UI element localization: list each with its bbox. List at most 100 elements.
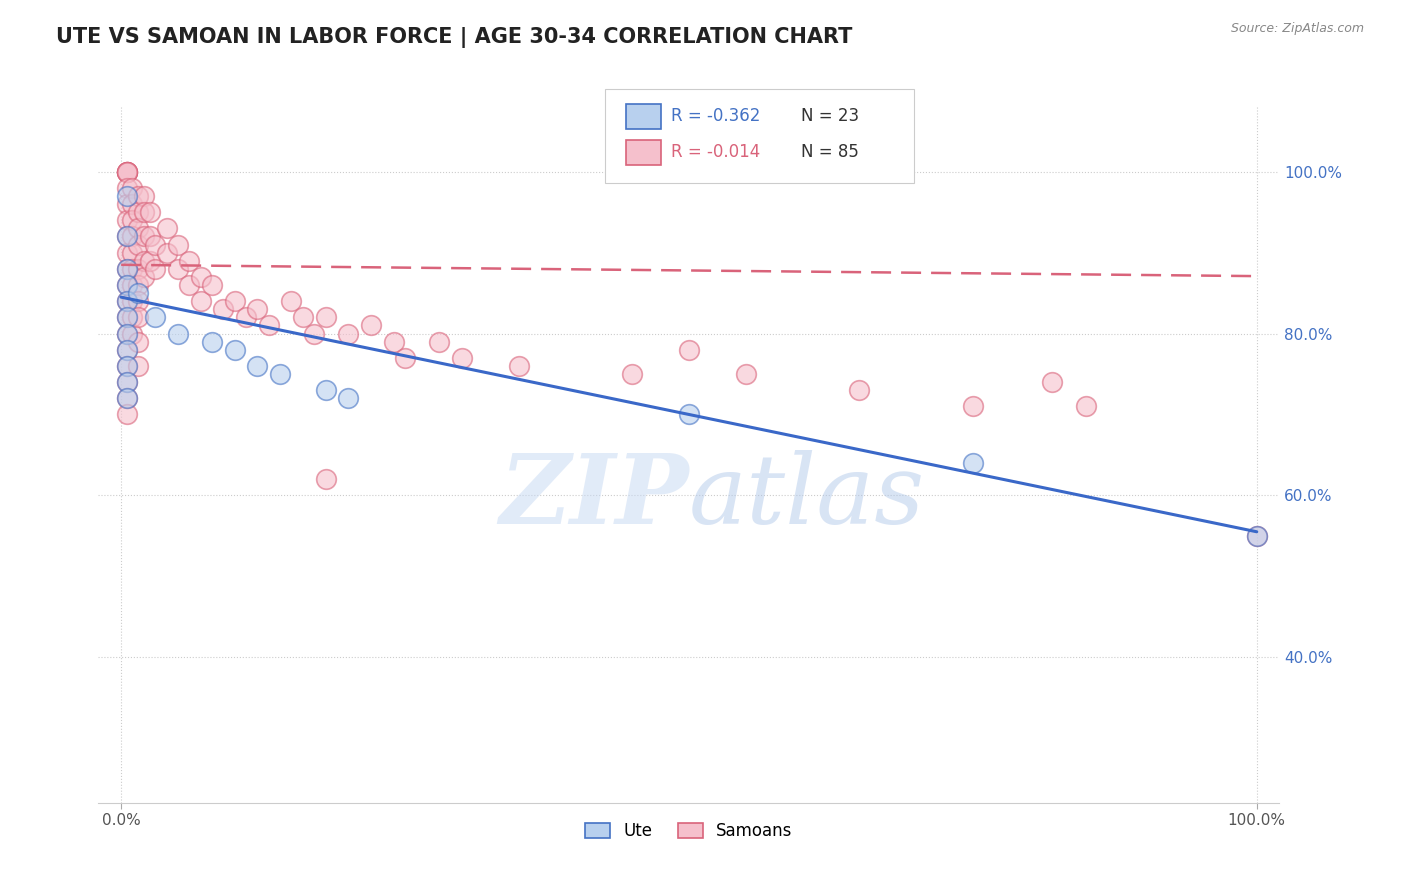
Legend: Ute, Samoans: Ute, Samoans [579,815,799,847]
Point [115,245,138,260]
Point [190,269,212,284]
Point [302,326,325,341]
Point [115,278,138,293]
Point [1076,400,1098,414]
Point [115,181,138,195]
Point [127,278,149,293]
Text: UTE VS SAMOAN IN LABOR FORCE | AGE 30-34 CORRELATION CHART: UTE VS SAMOAN IN LABOR FORCE | AGE 30-34… [56,27,852,48]
Point [962,456,984,470]
Point [115,261,138,276]
Point [121,294,143,309]
Point [132,229,155,244]
Point [115,165,138,179]
Point [360,318,382,333]
Point [115,326,138,341]
Text: Source: ZipAtlas.com: Source: ZipAtlas.com [1230,22,1364,36]
Point [1040,375,1063,389]
Point [678,408,700,422]
Point [115,165,138,179]
Point [337,326,360,341]
Point [115,165,138,179]
Point [127,310,149,325]
Point [127,359,149,373]
Point [962,400,984,414]
Point [115,189,138,203]
Point [394,351,416,365]
Point [179,278,201,293]
Point [115,359,138,373]
Point [132,189,155,203]
Point [291,310,314,325]
Point [115,343,138,357]
Point [121,213,143,227]
Point [167,326,190,341]
Point [201,334,224,349]
Point [127,237,149,252]
Point [115,310,138,325]
Point [115,392,138,406]
Point [127,286,149,301]
Point [155,221,177,235]
Point [132,205,155,219]
Point [201,278,224,293]
Point [235,310,257,325]
Point [127,189,149,203]
Point [179,253,201,268]
Point [1246,529,1268,543]
Point [190,294,212,309]
Point [678,343,700,357]
Point [115,294,138,309]
Point [115,165,138,179]
Point [121,278,143,293]
Point [115,359,138,373]
Point [115,343,138,357]
Point [212,302,235,317]
Text: atlas: atlas [689,450,925,543]
Point [138,205,160,219]
Point [621,367,644,381]
Point [143,310,166,325]
Point [246,359,269,373]
Point [121,326,143,341]
Point [508,359,530,373]
Point [121,197,143,211]
Point [127,261,149,276]
Point [155,245,177,260]
Point [280,294,302,309]
Point [115,278,138,293]
Point [127,205,149,219]
Point [450,351,472,365]
Point [115,310,138,325]
Point [121,310,143,325]
Point [121,181,143,195]
Point [337,392,360,406]
Point [167,237,190,252]
Point [138,253,160,268]
Point [115,165,138,179]
Text: N = 23: N = 23 [801,107,859,125]
Point [224,294,246,309]
Point [848,383,870,397]
Text: R = -0.014: R = -0.014 [671,143,759,161]
Point [167,261,190,276]
Point [257,318,280,333]
Point [115,392,138,406]
Point [115,229,138,244]
Point [427,334,450,349]
Point [1246,529,1268,543]
Text: R = -0.362: R = -0.362 [671,107,761,125]
Point [269,367,291,381]
Point [121,261,143,276]
Point [115,294,138,309]
Point [115,375,138,389]
Text: N = 85: N = 85 [801,143,859,161]
Text: ZIP: ZIP [499,450,689,543]
Point [138,229,160,244]
Point [132,269,155,284]
Point [246,302,269,317]
Point [121,229,143,244]
Point [143,237,166,252]
Point [115,408,138,422]
Point [315,383,337,397]
Point [121,245,143,260]
